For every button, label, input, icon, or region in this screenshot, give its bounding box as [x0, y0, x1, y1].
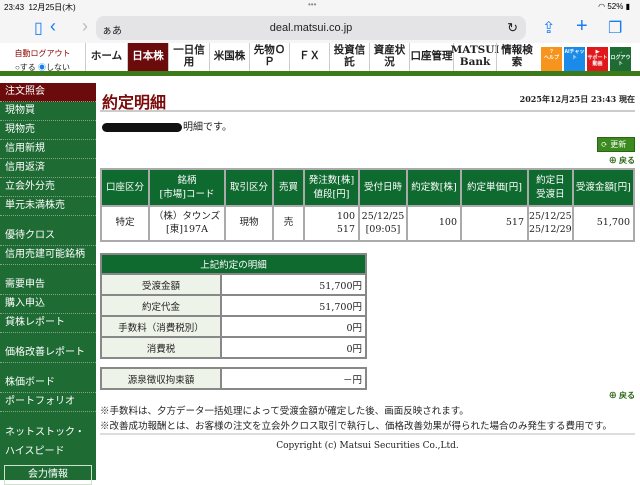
withholding-table: 源泉徴収拘束額 －円 [100, 367, 367, 390]
tabs-icon[interactable]: ❐ [608, 20, 623, 37]
sidebar-item-offfloor[interactable]: 立会外分売 [0, 178, 96, 197]
sidebar-item-order-inquiry[interactable]: 注文照会 [0, 83, 96, 102]
nav-home[interactable]: ホーム [85, 43, 127, 71]
logout-icon[interactable]: → ログアウト [610, 47, 631, 71]
sidebar-item-board[interactable]: 株価ボード [0, 374, 96, 393]
reader-settings[interactable]: ぁあ [102, 26, 122, 37]
radio-on[interactable]: ○する [14, 63, 36, 72]
new-tab-icon[interactable]: + [576, 15, 588, 37]
stock-name[interactable]: （株）タウンズ [153, 210, 221, 222]
address-bar[interactable]: ぁあ deal.matsui.co.jp ↻ [96, 16, 526, 40]
sidebar-item-benefit-cross[interactable]: 優待クロス [0, 227, 96, 246]
sidebar-item-short-list[interactable]: 信用売建可能銘柄 [0, 246, 96, 265]
status-bar: 23:43 12月25日(木) ••• ◠ 52% ▮ [0, 0, 640, 13]
table-header: 口座区分 銘柄 [市場]コード 取引区分 売買 発注数[株] 値段[円] 受付日時 … [100, 168, 636, 207]
sidebar-info-button[interactable]: 会力情報 [4, 465, 92, 485]
browser-toolbar: ▯ ‹ › ぁあ deal.matsui.co.jp ↻ ⇪ + ❐ [0, 13, 640, 43]
clock: 23:43 12月25日(木) [4, 3, 76, 12]
sidebar-item-price-improve[interactable]: 価格改善レポート [0, 344, 96, 363]
radio-off-label: しない [46, 63, 71, 72]
refresh-button[interactable]: ⟳ 更新 [597, 137, 635, 152]
summary-row: 源泉徴収拘束額 －円 [100, 367, 367, 390]
sidebar-icon[interactable]: ▯ [34, 20, 43, 37]
trade-table: 口座区分 銘柄 [市場]コード 取引区分 売買 発注数[株] 値段[円] 受付日時 … [100, 168, 636, 242]
sidebar-item-lending-report[interactable]: 貸株レポート [0, 314, 96, 333]
summary-row: 手数料（消費税別） 0円 [100, 315, 367, 338]
back-link[interactable]: ⊕ 戻る [608, 156, 635, 165]
sidebar-item-demand[interactable]: 需要申告 [0, 276, 96, 295]
sidebar-item-subscribe[interactable]: 購入申込 [0, 295, 96, 314]
sidebar-item-odd-lot[interactable]: 単元未満株売 [0, 197, 96, 216]
nav-assets[interactable]: 資産状況 [369, 43, 409, 71]
nav-day-margin[interactable]: 一日信用 [168, 43, 209, 71]
nav-fx[interactable]: ＦＸ [289, 43, 329, 71]
battery: ◠ 52% ▮ [598, 2, 630, 11]
page-title: 約定明細 [102, 93, 167, 112]
nav-info-search[interactable]: 情報検索 [496, 43, 537, 71]
auto-logout: 自動ログアウト ○する ◉しない [0, 43, 85, 72]
nav-futures[interactable]: 先物ＯＰ [249, 43, 289, 71]
note-1: ※手数料は、夕方データ一括処理によって受渡金額が確定した後、画面反映されます。 [100, 406, 469, 417]
summary-row: 約定代金 51,700円 [100, 294, 367, 317]
redacted-name [102, 123, 182, 132]
sidebar-item-sell[interactable]: 現物売 [0, 121, 96, 140]
sidebar-item-margin-repay[interactable]: 信用返済 [0, 159, 96, 178]
url-text: deal.matsui.co.jp [269, 22, 353, 34]
summary-table: 上記約定の明細 受渡金額 51,700円 約定代金 51,700円 手数料（消費税別… [100, 253, 367, 359]
sidebar: 注文照会 現物買 現物売 信用新規 信用返済 立会外分売 単元未満株売 優待クロ… [0, 83, 96, 485]
summary-row: 受渡金額 51,700円 [100, 273, 367, 296]
sidebar-item-margin-new[interactable]: 信用新規 [0, 140, 96, 159]
reload-icon[interactable]: ↻ [507, 20, 518, 35]
account-message: 明細です。 [102, 118, 232, 133]
as-of-time: 2025年12月25日 23:43 現在 [519, 94, 635, 104]
auto-logout-label: 自動ログアウト [14, 49, 71, 58]
nav-us-stock[interactable]: 米国株 [209, 43, 249, 71]
table-row: 特定 （株）タウンズ [東]197A 現物 売 100 517 25/12/25 [0… [100, 205, 636, 242]
ai-chat-icon[interactable]: AIチャット [564, 47, 585, 71]
copyright: Copyright (c) Matsui Securities Co.,Ltd. [276, 441, 459, 451]
help-icon[interactable]: ? ヘルプ [541, 47, 562, 71]
back-link-bottom[interactable]: ⊕ 戻る [608, 391, 635, 400]
share-icon[interactable]: ⇪ [542, 20, 556, 37]
summary-title: 上記約定の明細 [100, 253, 367, 275]
forward-icon[interactable]: › [82, 16, 88, 36]
support-video-icon[interactable]: ▶ サポート動画 [587, 47, 608, 71]
sidebar-item-buy[interactable]: 現物買 [0, 102, 96, 121]
summary-row: 消費税 0円 [100, 336, 367, 359]
sidebar-item-netstock[interactable]: ネットストック・ ハイスピード [5, 427, 85, 457]
nav-account[interactable]: 口座管理 [409, 43, 453, 71]
nav-matsui-bank[interactable]: MATSUI Bank [451, 43, 499, 71]
sidebar-item-portfolio[interactable]: ポートフォリオ [0, 393, 96, 412]
top-nav: 自動ログアウト ○する ◉しない ホーム 日本株 一日信用 米国株 先物ＯＰ Ｆ… [0, 43, 640, 76]
back-icon[interactable]: ‹ [50, 16, 56, 36]
nav-funds[interactable]: 投資信託 [329, 43, 369, 71]
multitask-dots[interactable]: ••• [308, 0, 317, 9]
radio-off[interactable]: ◉ [38, 63, 47, 72]
note-2: ※改善成功報酬とは、お客様の注文を立会外クロス取引で執行し、価格改善効果が得られ… [100, 421, 613, 432]
nav-japan-stock[interactable]: 日本株 [127, 43, 168, 71]
